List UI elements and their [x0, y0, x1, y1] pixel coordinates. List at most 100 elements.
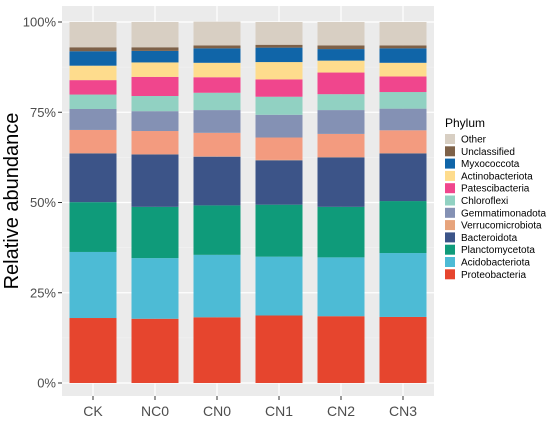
bar-segment: [131, 47, 179, 51]
y-tick-label: 100%: [23, 15, 57, 30]
bar-segment: [131, 50, 179, 63]
bar-segment: [379, 108, 427, 131]
bar-segment: [69, 51, 117, 66]
legend-key: [445, 232, 455, 243]
bar-segment: [131, 154, 179, 207]
bar-segment: [69, 202, 117, 252]
legend-key: [445, 146, 455, 157]
legend-key: [445, 269, 455, 280]
legend-key: [445, 158, 455, 169]
bar-segment: [193, 254, 241, 318]
bar-segment: [193, 156, 241, 206]
bar-segment: [193, 77, 241, 93]
bar-segment: [317, 45, 365, 50]
bar-segment: [317, 157, 365, 207]
bar-segment: [255, 47, 303, 63]
bar-segment: [317, 206, 365, 258]
bar-segment: [193, 317, 241, 383]
bar-segment: [69, 80, 117, 95]
bar-segment: [193, 110, 241, 133]
legend-entry-label: Acidobacteriota: [461, 258, 530, 269]
legend-entry-label: Myxococcota: [461, 159, 520, 170]
bar-segment: [131, 96, 179, 112]
y-axis-ticks: 0% 25% 50% 75% 100%: [23, 15, 62, 391]
bar-segment: [379, 92, 427, 109]
bar-segment: [193, 21, 241, 46]
y-axis-label: Relative abundance: [1, 113, 23, 290]
bar-segment: [69, 94, 117, 110]
bar-segment: [69, 22, 117, 48]
legend-key: [445, 170, 455, 181]
x-axis-ticks: CK NC0 CN0 CN1 CN2 CN3: [83, 396, 417, 419]
bar-segment: [255, 114, 303, 138]
legend-key: [445, 257, 455, 267]
bar-segment: [317, 72, 365, 95]
legend: Phylum OtherUnclassifiedMyxococcotaActin…: [445, 116, 546, 281]
bar-segment: [193, 205, 241, 255]
bar-segment: [69, 153, 117, 203]
x-tick-label: CK: [83, 403, 103, 419]
legend-entry-label: Actinobacteriota: [461, 171, 533, 182]
x-tick-label: CN3: [389, 403, 417, 419]
bar-segment: [131, 62, 179, 77]
bar-segment: [379, 76, 427, 93]
legend-entry-label: Patescibacteria: [461, 184, 530, 195]
y-tick-label: 75%: [30, 105, 56, 120]
bar-segment: [193, 62, 241, 78]
bar-segment: [255, 160, 303, 205]
y-tick-label: 0%: [37, 376, 56, 391]
bar-segment: [69, 47, 117, 52]
bar-segment: [69, 65, 117, 81]
x-tick-label: CN2: [327, 403, 355, 419]
bar-segment: [379, 130, 427, 154]
legend-key: [445, 207, 455, 218]
legend-entry-label: Proteobacteria: [461, 270, 526, 281]
y-tick-label: 25%: [30, 285, 56, 300]
bar-segment: [317, 257, 365, 317]
bar-segment: [193, 48, 241, 63]
legend-entry-label: Bacteroidota: [461, 233, 518, 244]
y-tick-label: 50%: [30, 195, 56, 210]
legend-key: [445, 183, 455, 194]
bar-segment: [379, 201, 427, 254]
legend-key: [445, 195, 455, 206]
bar-segment: [193, 92, 241, 111]
bar-segment: [131, 258, 179, 319]
legend-key: [445, 134, 455, 144]
bar-segment: [255, 62, 303, 80]
bar-segment: [131, 206, 179, 259]
legend-entry-label: Chloroflexi: [461, 196, 508, 207]
legend-entry-label: Planctomycetota: [461, 245, 535, 256]
plot-panel: [62, 6, 434, 396]
legend-title: Phylum: [445, 116, 485, 130]
x-tick-label: NC0: [141, 403, 169, 419]
bar-segment: [255, 22, 303, 45]
bar-segment: [193, 45, 241, 49]
bar-segment: [131, 22, 179, 48]
bar-segment: [379, 45, 427, 49]
bar-segment: [317, 49, 365, 61]
bar-segment: [317, 94, 365, 111]
legend-key: [445, 220, 455, 231]
bar-segment: [317, 60, 365, 73]
bar-segment: [69, 318, 117, 383]
bar-segment: [255, 79, 303, 97]
bar-segment: [379, 62, 427, 77]
legend-entry-label: Unclassified: [461, 147, 515, 158]
bar-segment: [255, 137, 303, 160]
legend-entry-label: Gemmatimonadota: [461, 208, 546, 219]
x-tick-label: CN0: [203, 403, 231, 419]
bar-segment: [379, 153, 427, 202]
bar-segment: [379, 48, 427, 63]
bar-segment: [317, 110, 365, 134]
bar-segment: [69, 129, 117, 154]
bar-segment: [131, 76, 179, 97]
legend-key: [445, 244, 455, 255]
bar-segment: [255, 96, 303, 115]
bar-segment: [255, 256, 303, 316]
bar-segment: [255, 204, 303, 257]
bars: [69, 21, 427, 383]
bar-segment: [379, 22, 427, 46]
bar-segment: [317, 22, 365, 46]
